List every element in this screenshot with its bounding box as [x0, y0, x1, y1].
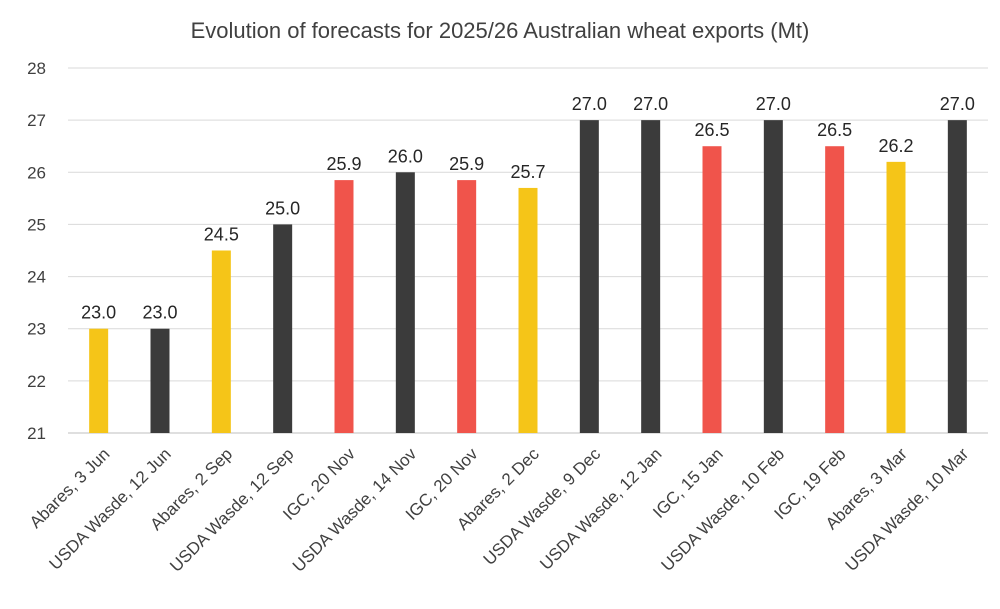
- bars: [89, 120, 967, 434]
- data-label: 25.7: [510, 162, 545, 182]
- data-label: 27.0: [633, 94, 668, 114]
- y-tick-label: 24: [27, 268, 46, 287]
- data-label: 25.9: [326, 154, 361, 174]
- bar: [211, 250, 231, 433]
- x-tick-label: USDA Wasde, 12 Sep: [166, 444, 297, 575]
- x-tick-label: USDA Wasde, 10 Feb: [658, 444, 789, 575]
- bar: [273, 224, 293, 433]
- y-tick-label: 26: [27, 163, 46, 182]
- y-tick-label: 28: [27, 59, 46, 78]
- bar: [763, 120, 783, 434]
- y-tick-label: 22: [27, 372, 46, 391]
- data-labels: 23.0 23.0 24.5 25.0 25.9 26.0 25.9 25.7 27.0 27.0…: [81, 94, 975, 323]
- data-label: 25.9: [449, 154, 484, 174]
- bar: [702, 146, 722, 433]
- x-tick-label: USDA Wasde, 12 Jan: [536, 444, 665, 573]
- data-label: 27.0: [756, 94, 791, 114]
- y-tick-label: 23: [27, 320, 46, 339]
- data-label: 25.0: [265, 198, 300, 218]
- bar: [89, 328, 109, 433]
- y-tick-label: 25: [27, 215, 46, 234]
- data-label: 26.2: [878, 136, 913, 156]
- x-tick-label: USDA Wasde, 14 Nov: [289, 444, 421, 576]
- bar: [579, 120, 599, 434]
- bar: [150, 328, 170, 433]
- chart-title: Evolution of forecasts for 2025/26 Austr…: [191, 18, 810, 43]
- x-tick-label: USDA Wasde, 9 Dec: [480, 444, 605, 569]
- bar: [395, 172, 415, 434]
- data-label: 23.0: [81, 303, 116, 323]
- data-label: 23.0: [142, 303, 177, 323]
- data-label: 27.0: [940, 94, 975, 114]
- bar: [334, 180, 354, 433]
- bar: [457, 180, 477, 433]
- data-label: 26.5: [694, 120, 729, 140]
- data-label: 27.0: [572, 94, 607, 114]
- data-label: 24.5: [204, 225, 239, 245]
- bar: [825, 146, 845, 433]
- bar: [947, 120, 967, 434]
- y-tick-label: 27: [27, 111, 46, 130]
- data-label: 26.5: [817, 120, 852, 140]
- y-tick-label: 21: [27, 424, 46, 443]
- bar: [886, 161, 906, 433]
- y-axis-ticks: 21 22 23 24 25 26 27 28: [27, 59, 46, 443]
- bar: [641, 120, 661, 434]
- x-tick-label: USDA Wasde, 10 Mar: [842, 444, 973, 575]
- data-label: 26.0: [388, 146, 423, 166]
- x-tick-label: USDA Wasde, 12 Jun: [46, 444, 175, 573]
- bar: [518, 187, 538, 433]
